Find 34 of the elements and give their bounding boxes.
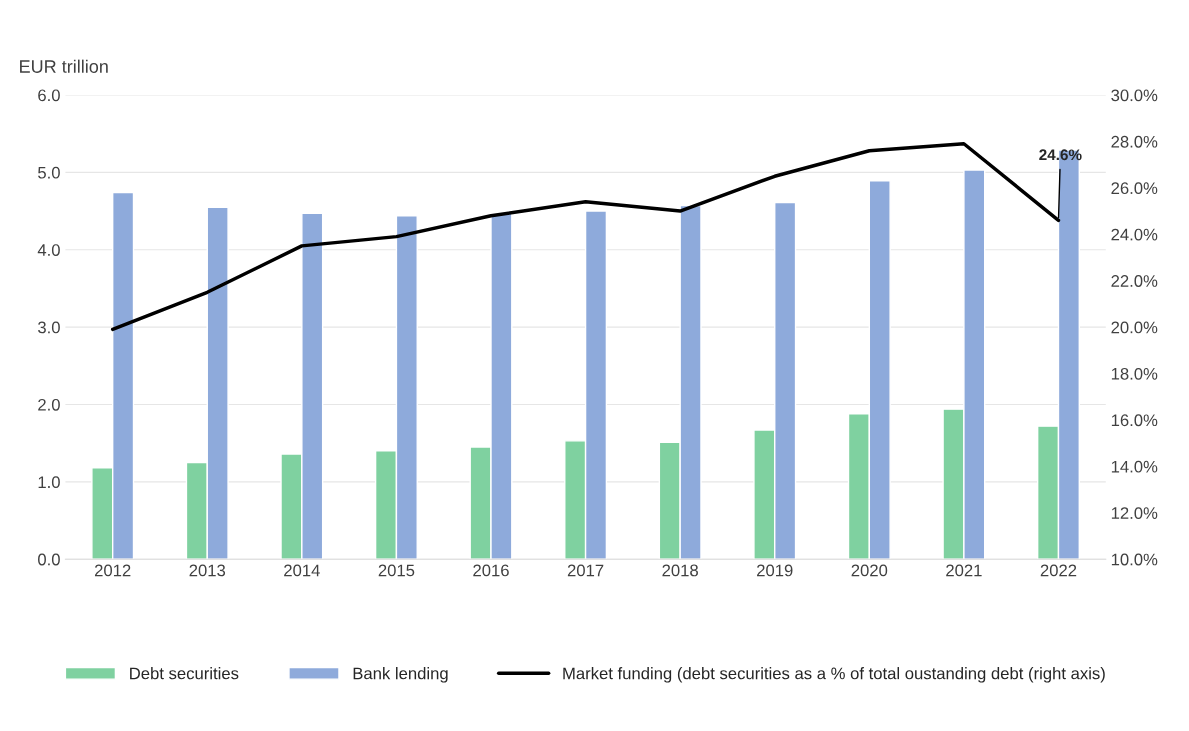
x-tick-label: 2013 [189, 564, 226, 577]
x-tick-label: 2019 [757, 564, 793, 577]
y2-tick-label: 22.0% [1111, 275, 1158, 287]
legend-label: Bank lending [353, 667, 448, 683]
y-tick-label: 5.0 [38, 166, 60, 179]
y2-tick-label: 20.0% [1111, 321, 1158, 334]
y2-tick-label: 24.0% [1111, 228, 1158, 241]
legend-label: Debt securities [130, 667, 239, 680]
y-tick-label: 4.0 [37, 244, 60, 256]
x-tick-label: 2020 [851, 564, 888, 577]
legend-label: Market funding (debt securities as a % of total oustanding debt (right axis) [563, 667, 1105, 683]
x-tick-label: 2022 [1040, 564, 1077, 577]
y2-tick-label: 28.0% [1111, 135, 1158, 148]
y-tick-label: 3.0 [38, 321, 60, 334]
y2-tick-label: 12.0% [1111, 507, 1158, 519]
y-tick-label: 0.0 [38, 553, 60, 566]
y2-tick-label: 16.0% [1111, 414, 1158, 427]
x-tick-label: 2014 [284, 564, 320, 577]
y2-tick-label: 14.0% [1111, 460, 1158, 473]
x-tick-label: 2016 [473, 564, 509, 577]
x-tick-label: 2017 [567, 564, 604, 577]
x-tick-label: 2018 [662, 564, 698, 577]
x-tick-label: 2012 [94, 564, 131, 577]
y-tick-label: 2.0 [38, 398, 60, 411]
x-tick-label: 2021 [946, 564, 982, 577]
x-tick-label: 2015 [378, 564, 415, 577]
y2-tick-label: 30.0% [1111, 89, 1158, 102]
y-tick-label: 6.0 [38, 89, 60, 102]
data-label: 24.6% [1039, 149, 1082, 161]
y-axis-title: EUR trillion [20, 59, 108, 73]
y2-tick-label: 10.0% [1111, 553, 1158, 566]
y-tick-label: 1.0 [38, 476, 60, 489]
y2-tick-label: 18.0% [1111, 367, 1158, 380]
y2-tick-label: 26.0% [1111, 182, 1158, 195]
